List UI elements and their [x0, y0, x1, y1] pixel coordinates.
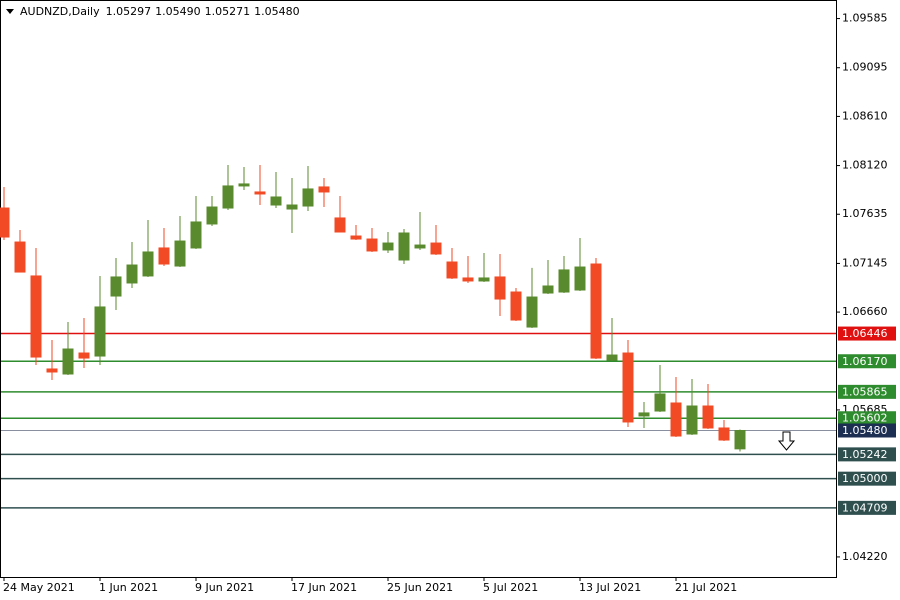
y-tick-label: 1.07145 [842, 256, 888, 269]
y-tick-label: 1.08120 [842, 159, 888, 172]
candle-body [334, 217, 346, 233]
candle-body [158, 247, 170, 265]
chart-header: AUDNZD,Daily 1.05297 1.05490 1.05271 1.05480 [20, 5, 300, 18]
candle-body [558, 269, 570, 293]
candle-body [190, 221, 202, 249]
candle-body [542, 285, 554, 294]
candle-body [110, 276, 122, 297]
header-high: 1.05490 [155, 5, 201, 18]
level-label: 1.06446 [842, 327, 888, 340]
candle-body [606, 354, 618, 361]
candle-body [478, 277, 490, 282]
candle-body [286, 204, 298, 210]
candle-body [510, 291, 522, 321]
candle-body [382, 242, 394, 251]
level-label: 1.05602 [842, 412, 888, 425]
level-label: 1.06170 [842, 355, 888, 368]
candle-body [574, 266, 586, 291]
level-label: 1.05000 [842, 472, 888, 485]
plot-frame [0, 0, 837, 578]
candle-body [270, 196, 282, 206]
level-label-box [838, 411, 896, 426]
level-label-box [838, 500, 896, 515]
level-label: 1.05242 [842, 448, 888, 461]
header-low: 1.05271 [205, 5, 251, 18]
candle-body [366, 238, 378, 252]
y-tick-label: 1.09585 [842, 12, 888, 25]
x-tick-label: 25 Jun 2021 [387, 581, 453, 594]
level-label: 1.05480 [842, 424, 888, 437]
x-tick-label: 24 May 2021 [3, 581, 75, 594]
candle-body [638, 412, 650, 417]
candle-body [430, 242, 442, 255]
candle-body [526, 296, 538, 328]
candle-body [462, 277, 474, 282]
candle-body [318, 186, 330, 193]
candle-body [222, 185, 234, 209]
x-tick-label: 9 Jun 2021 [195, 581, 254, 594]
chart-title: AUDNZD,Daily [20, 5, 100, 18]
candle-body [174, 240, 186, 267]
plot: 1.09585 1.09095 1.08610 1.08120 1.07635 1.071… [0, 12, 896, 594]
down-arrow [777, 431, 796, 451]
level-label-box [838, 447, 896, 462]
x-tick-label: 13 Jul 2021 [579, 581, 641, 594]
level-label: 1.04709 [842, 501, 888, 514]
menu-triangle [6, 9, 14, 14]
y-tick-label: 1.09095 [842, 61, 888, 74]
x-tick-label: 21 Jul 2021 [675, 581, 737, 594]
candle-body [302, 188, 314, 207]
level-label-box [838, 326, 896, 341]
level-label: 1.05865 [842, 385, 888, 398]
level-label-box [838, 354, 896, 369]
candle-body [702, 405, 714, 429]
header-open: 1.05297 [106, 5, 152, 18]
candle-body [414, 244, 426, 249]
candle-body [0, 207, 10, 238]
candle-body [206, 206, 218, 225]
candle-body [126, 264, 138, 284]
level-label-box [838, 423, 896, 438]
header-close: 1.05480 [254, 5, 300, 18]
y-tick-label: 1.04220 [842, 550, 888, 563]
candle-body [30, 275, 42, 358]
candle-body [670, 402, 682, 437]
level-label-box [838, 471, 896, 486]
candle-body [446, 261, 458, 279]
candle-body [46, 368, 58, 373]
x-tick-label: 17 Jun 2021 [291, 581, 357, 594]
candle-body [686, 405, 698, 435]
candle-body [590, 263, 602, 359]
candle-body [494, 276, 506, 300]
candle-body [718, 427, 730, 441]
level-label-box [838, 384, 896, 399]
candle-body [654, 393, 666, 412]
candle-body [14, 241, 26, 273]
candle-body [734, 429, 746, 450]
y-tick-label: 1.08610 [842, 109, 888, 122]
candle-body [78, 352, 90, 359]
y-tick-label: 1.06660 [842, 305, 888, 318]
candle-body [622, 352, 634, 423]
candle-body [94, 306, 106, 357]
y-tick-label: 1.07635 [842, 207, 888, 220]
x-tick-label: 5 Jul 2021 [483, 581, 538, 594]
candle-body [398, 232, 410, 261]
candle-body [350, 235, 362, 240]
candle-body [62, 348, 74, 375]
candle-body [238, 183, 250, 187]
x-tick-label: 1 Jun 2021 [99, 581, 158, 594]
candle-body [142, 251, 154, 277]
candle-body [254, 191, 266, 195]
